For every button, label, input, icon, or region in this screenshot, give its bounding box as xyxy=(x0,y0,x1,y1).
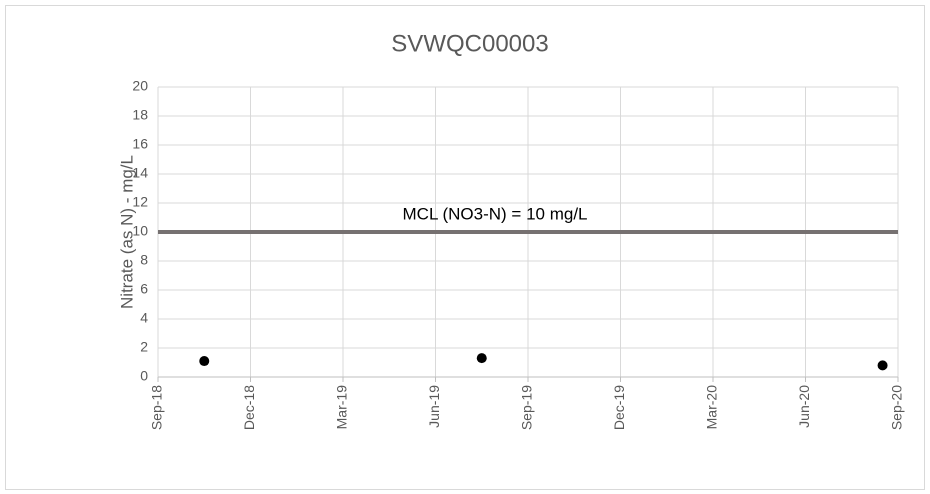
y-tick-label: 20 xyxy=(132,78,148,94)
y-tick-label: 2 xyxy=(140,339,148,355)
y-tick-label: 0 xyxy=(140,368,148,384)
y-tick-label: 4 xyxy=(140,310,148,326)
chart-border xyxy=(5,5,925,490)
x-tick-label: Dec-19 xyxy=(611,385,627,430)
y-tick-label: 16 xyxy=(132,136,148,152)
y-tick-label: 8 xyxy=(140,252,148,268)
x-tick-label: Dec-18 xyxy=(241,385,257,430)
y-tick-label: 18 xyxy=(132,107,148,123)
x-tick-label: Sep-20 xyxy=(889,385,905,430)
y-tick-label: 14 xyxy=(132,165,148,181)
x-tick-label: Jun-20 xyxy=(796,385,812,428)
data-point xyxy=(476,353,487,364)
x-tick-label: Sep-19 xyxy=(519,385,535,430)
x-tick-label: Mar-20 xyxy=(704,385,720,430)
x-tick-label: Sep-18 xyxy=(149,385,165,430)
x-tick-label: Mar-19 xyxy=(334,385,350,430)
y-tick-label: 12 xyxy=(132,194,148,210)
y-tick-label: 10 xyxy=(132,223,148,239)
y-tick-label: 6 xyxy=(140,281,148,297)
reference-label: MCL (NO3-N) = 10 mg/L xyxy=(403,204,588,223)
x-tick-label: Jun-19 xyxy=(426,385,442,428)
chart-title: SVWQC00003 xyxy=(391,30,548,57)
y-axis-label: Nitrate (as N) - mg/L xyxy=(117,155,136,309)
data-point xyxy=(199,356,210,367)
data-point xyxy=(877,360,888,371)
